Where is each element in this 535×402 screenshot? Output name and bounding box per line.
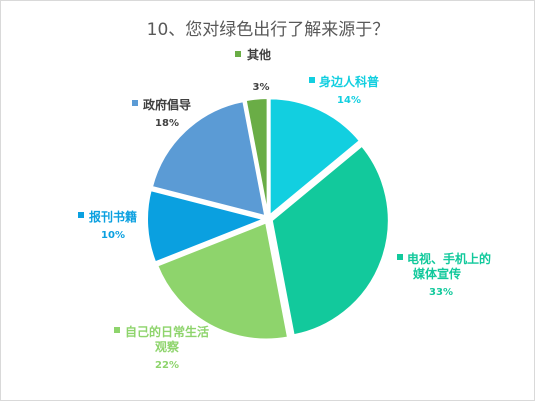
- slice-value-label: 22%: [155, 360, 179, 371]
- slice-label: 政府倡导: [143, 97, 191, 112]
- label-marker: [309, 77, 315, 83]
- slice-label: 自己的日常生活观察: [125, 324, 209, 354]
- slice-value-label: 14%: [337, 95, 361, 106]
- slice-label: 电视、手机上的媒体宣传: [407, 251, 491, 281]
- pie-slice: [155, 221, 290, 341]
- slice-value-label: 18%: [155, 118, 179, 129]
- label-marker: [132, 100, 138, 106]
- slice-value-label: 3%: [253, 82, 270, 93]
- slice-label: 身边人科普: [319, 74, 379, 89]
- pie-slice: [150, 99, 267, 218]
- pie-slices: [146, 97, 390, 341]
- label-marker: [78, 212, 84, 218]
- slice-label: 报刊书籍: [89, 209, 137, 224]
- pie-slice: [146, 188, 268, 264]
- pie-slice: [268, 97, 362, 218]
- slice-value-label: 33%: [429, 287, 453, 298]
- data-labels: 身边人科普 14% 电视、手机上的媒体宣传 33% 自己的日常生活观察 22% 报刊书籍 10…: [78, 47, 491, 371]
- label-marker: [114, 327, 120, 333]
- label-marker: [397, 254, 403, 260]
- pie-slice: [244, 97, 269, 216]
- label-marker: [235, 51, 241, 57]
- pie-slice: [270, 144, 390, 337]
- chart-title: 10、您对绿色出行了解来源于？: [147, 20, 390, 40]
- slice-value-label: 10%: [101, 230, 125, 241]
- slice-label: 其他: [247, 47, 271, 62]
